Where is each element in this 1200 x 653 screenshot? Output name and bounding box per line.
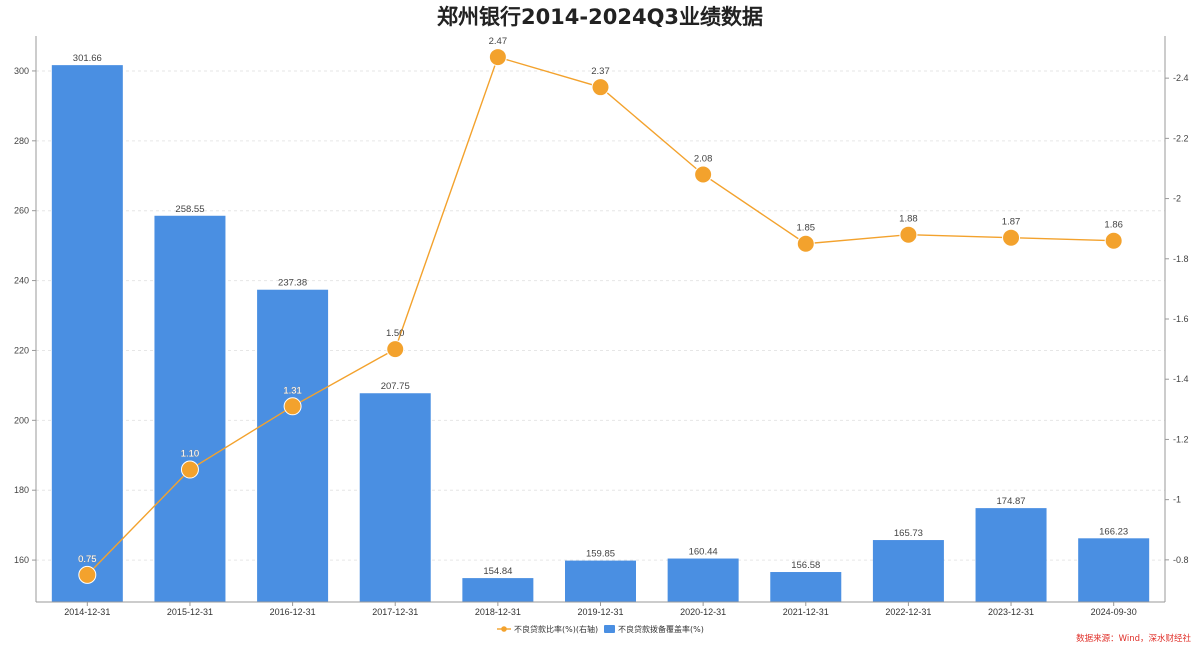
right-tick-label: -2.2 [1173, 133, 1189, 143]
bar [770, 572, 842, 602]
bar [359, 393, 431, 602]
line-point [591, 78, 610, 97]
line-point [283, 397, 302, 416]
left-tick-label: 260 [14, 206, 29, 216]
bar [51, 65, 123, 602]
right-tick-label: -1.6 [1173, 314, 1189, 324]
line-point [899, 225, 918, 244]
bar [462, 578, 534, 602]
x-tick-label: 2024-09-30 [1091, 607, 1137, 617]
bar-label: 301.66 [73, 53, 102, 64]
x-tick-label: 2021-12-31 [783, 607, 829, 617]
bar-label: 174.87 [997, 496, 1026, 507]
x-tick-label: 2022-12-31 [885, 607, 931, 617]
line-series: 0.75 1.10 1.31 1.50 2.47 2.37 2.08 1.85 1.88 1.87… [78, 36, 1123, 584]
left-tick-label: 180 [14, 485, 29, 495]
left-tick-label: 280 [14, 136, 29, 146]
left-tick-label: 220 [14, 345, 29, 355]
line-point [386, 340, 405, 359]
left-tick-label: 300 [14, 66, 29, 76]
x-tick-label: 2019-12-31 [577, 607, 623, 617]
point-label: 2.47 [489, 36, 508, 47]
bar-label: 207.75 [381, 381, 410, 392]
right-tick-label: -2.4 [1173, 73, 1189, 83]
bar-label: 166.23 [1099, 526, 1128, 537]
x-tick-label: 2020-12-31 [680, 607, 726, 617]
legend-line-marker [501, 626, 507, 632]
axes: 160 180 200 220 240 260 280 300 -0.8 -1 -1.2 -1.4 -1… [14, 36, 1189, 617]
chart-title: 郑州银行2014-2024Q3业绩数据 [437, 5, 763, 29]
left-tick-label: 200 [14, 415, 29, 425]
bar [257, 289, 329, 602]
legend-bar-label: 不良贷款拨备覆盖率(%) [618, 624, 704, 634]
line-point [1104, 231, 1123, 250]
point-label: 2.37 [591, 66, 610, 77]
legend-line-label: 不良贷款比率(%)(右轴) [514, 624, 598, 634]
line-point [694, 165, 713, 184]
right-tick-label: -1.8 [1173, 254, 1189, 264]
right-tick-label: -0.8 [1173, 555, 1189, 565]
legend-bar-swatch [604, 625, 615, 633]
point-label: 1.87 [1002, 217, 1021, 228]
line-point [1002, 228, 1021, 247]
bar [1078, 538, 1150, 602]
bar-label: 237.38 [278, 278, 307, 289]
line-point [488, 48, 507, 67]
point-label: 1.85 [797, 223, 816, 234]
line-path [86, 56, 1114, 576]
bar-label: 160.44 [689, 547, 718, 558]
bar [154, 215, 226, 603]
point-label: 1.88 [899, 214, 918, 225]
bar-label: 258.55 [175, 204, 204, 215]
bar [872, 540, 944, 602]
bar-label: 154.84 [483, 566, 512, 577]
left-tick-label: 240 [14, 276, 29, 286]
source-note: 数据来源：Wind，深水财经社 [1076, 633, 1191, 644]
bar [565, 560, 636, 602]
bar-label: 156.58 [791, 560, 820, 571]
bars: 301.66 258.55 237.38 207.75 154.84 159.85 160.… [51, 53, 1150, 603]
x-tick-label: 2018-12-31 [475, 607, 521, 617]
line-point [180, 460, 199, 479]
point-label: 1.10 [181, 449, 200, 460]
bar-label: 159.85 [586, 549, 615, 560]
bar [667, 558, 739, 602]
x-tick-label: 2017-12-31 [372, 607, 418, 617]
x-tick-label: 2014-12-31 [64, 607, 110, 617]
point-label: 1.31 [283, 385, 302, 396]
point-label: 1.86 [1104, 220, 1123, 231]
right-tick-label: -1 [1173, 495, 1181, 505]
line-point [78, 565, 97, 584]
x-tick-label: 2015-12-31 [167, 607, 213, 617]
bar-label: 165.73 [894, 528, 923, 539]
line-point [796, 234, 815, 253]
left-tick-label: 160 [14, 555, 29, 565]
right-tick-label: -1.4 [1173, 374, 1189, 384]
bar [975, 508, 1047, 602]
x-tick-label: 2023-12-31 [988, 607, 1034, 617]
legend: 不良贷款比率(%)(右轴) 不良贷款拨备覆盖率(%) [497, 624, 704, 634]
point-label: 0.75 [78, 554, 97, 565]
x-tick-label: 2016-12-31 [270, 607, 316, 617]
right-tick-label: -2 [1173, 194, 1181, 204]
point-label: 2.08 [694, 153, 713, 164]
point-label: 1.50 [386, 328, 405, 339]
right-tick-label: -1.2 [1173, 434, 1189, 444]
